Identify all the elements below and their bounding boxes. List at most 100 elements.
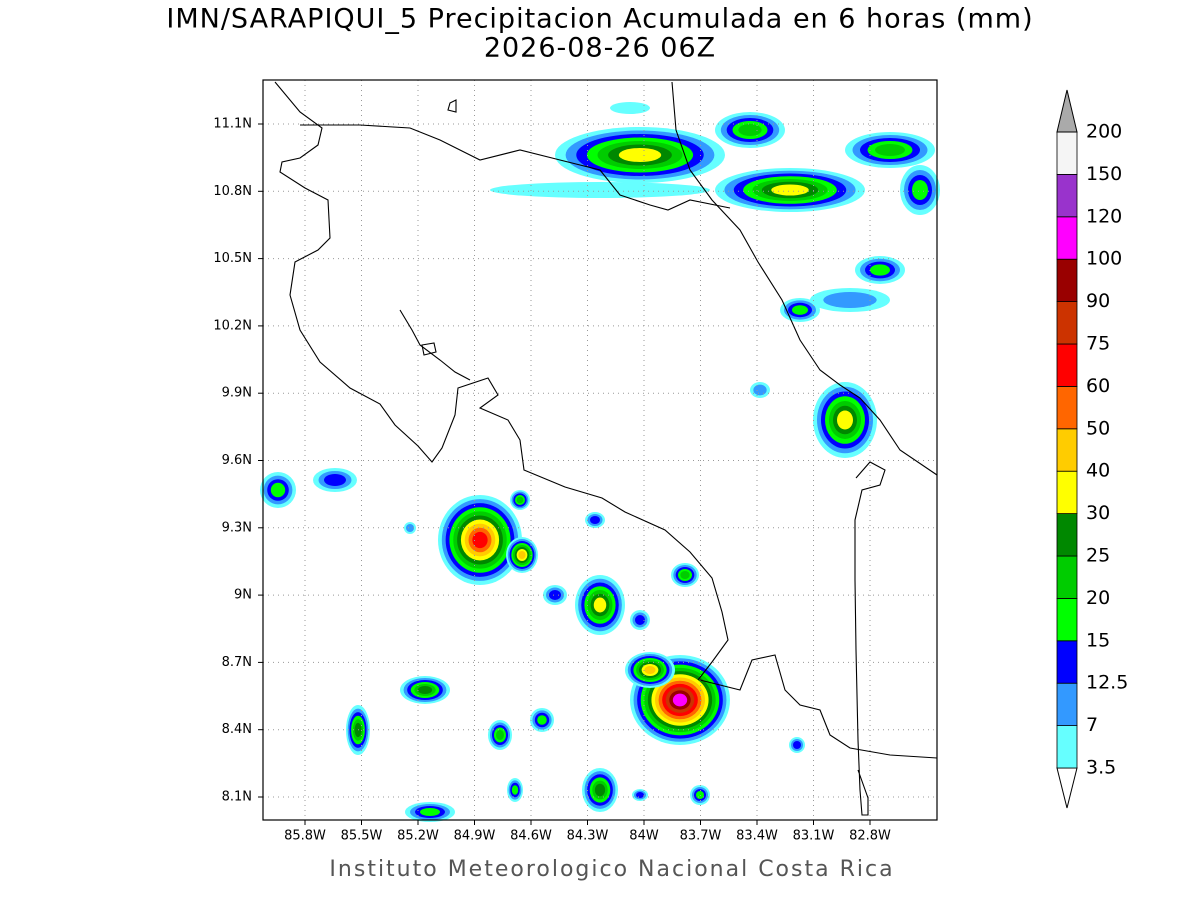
rain-contour: [324, 474, 346, 486]
colorbar-label: 60: [1086, 375, 1110, 397]
rain-contour: [610, 102, 650, 114]
lat-label: 10.5N: [213, 251, 252, 266]
rain-contour: [518, 551, 526, 559]
lon-label: 85.2W: [397, 829, 439, 844]
coast-line: [699, 654, 938, 759]
colorbar-band: [1056, 216, 1078, 260]
colorbar-upper: [1056, 89, 1078, 133]
colorbar-label: 7: [1086, 714, 1098, 736]
rain-contour: [590, 516, 600, 524]
rain-contour: [738, 124, 762, 136]
rain-contour: [635, 615, 645, 625]
axis-labels: 11.1N 10.8N 10.5N 10.2N 9.9N 9.6N 9.3N 9N 8.7N 8.…: [213, 117, 891, 844]
colorbar-label: 150: [1086, 163, 1122, 185]
colorbar-label: 20: [1086, 587, 1110, 609]
coastline: [274, 81, 938, 816]
lat-label: 8.4N: [222, 722, 252, 737]
coast-line: [671, 81, 938, 476]
title: IMN/SARAPIQUI_5 Precipitacion Acumulada …: [166, 4, 1033, 35]
colorbar-label: 100: [1086, 248, 1122, 270]
rain-contour: [593, 597, 607, 613]
lon-label: 83.1W: [793, 829, 835, 844]
colorbar: 3.5 7 12.5 15 20 25 30 40 50 60 75 90 100 120 150 200: [1056, 89, 1128, 809]
lon-label: 85.5W: [341, 829, 383, 844]
rain-contour: [912, 180, 928, 200]
lon-label: 84.6W: [510, 829, 552, 844]
rain-contour: [406, 524, 414, 532]
lat-label: 10.8N: [213, 184, 252, 199]
colorbar-label: 75: [1086, 333, 1110, 355]
rain-contour: [837, 410, 853, 430]
colorbar-band: [1056, 173, 1078, 218]
lon-label: 83.7W: [680, 829, 722, 844]
footer: Instituto Meteorologico Nacional Costa R…: [329, 857, 894, 882]
colorbar-label: 15: [1086, 629, 1110, 651]
grid: [258, 80, 937, 825]
colorbar-band: [1056, 301, 1078, 345]
colorbar-band: [1056, 343, 1078, 387]
rain-contour: [511, 785, 519, 795]
colorbar-label: 200: [1086, 121, 1122, 143]
rain-contour: [472, 531, 488, 549]
lat-label: 8.1N: [222, 790, 252, 805]
rain-contour: [420, 808, 440, 816]
rain-contour: [644, 666, 656, 674]
colorbar-band: [1056, 131, 1078, 175]
colorbar-band: [1056, 640, 1078, 684]
colorbar-label: 120: [1086, 205, 1122, 227]
rain-contour: [672, 693, 688, 707]
colorbar-label: 25: [1086, 545, 1110, 567]
subtitle: 2026-08-26 06Z: [484, 33, 716, 64]
lon-label: 83.4W: [736, 829, 778, 844]
colorbar-band: [1056, 428, 1078, 472]
colorbar-band: [1056, 385, 1078, 430]
coast-line: [421, 342, 437, 356]
colorbar-band: [1056, 555, 1078, 599]
lon-label: 84W: [629, 829, 659, 844]
coast-line: [274, 81, 729, 681]
colorbar-label: 50: [1086, 417, 1110, 439]
colorbar-band: [1056, 725, 1078, 769]
colorbar-label: 30: [1086, 502, 1110, 524]
lon-label: 82.8W: [849, 829, 891, 844]
map-frame: [262, 79, 938, 821]
rain-contour: [549, 590, 561, 600]
rain-contour: [680, 571, 690, 579]
rain-contour: [875, 144, 905, 156]
lat-label: 10.2N: [213, 318, 252, 333]
coast-line: [300, 124, 731, 211]
coast-line: [447, 99, 457, 113]
lat-label: 9.9N: [222, 386, 252, 401]
lat-label: 9.6N: [222, 453, 252, 468]
rain-contour: [618, 148, 662, 162]
coast-line: [854, 461, 886, 816]
rain-contour: [496, 730, 504, 740]
rain-contour: [594, 783, 606, 797]
colorbar-label: 40: [1086, 460, 1110, 482]
rain-contour: [792, 305, 808, 315]
colorbar-label: 90: [1086, 290, 1110, 312]
colorbar-band: [1056, 513, 1078, 557]
rain-contour: [753, 384, 767, 396]
rain-contour: [417, 686, 433, 694]
rain-contour: [793, 741, 801, 749]
lon-label: 85.8W: [284, 829, 326, 844]
colorbar-band: [1056, 598, 1078, 642]
lat-label: 8.7N: [222, 655, 252, 670]
colorbar-band: [1056, 258, 1078, 303]
colorbar-label: 12.5: [1086, 672, 1128, 694]
lon-label: 84.3W: [567, 829, 609, 844]
rain-contour: [823, 292, 877, 308]
precipitation: [260, 102, 940, 822]
rain-contour: [870, 264, 890, 276]
colorbar-band: [1056, 470, 1078, 515]
lat-label: 11.1N: [213, 117, 252, 132]
lat-label: 9N: [234, 588, 252, 603]
rain-contour: [537, 715, 547, 725]
rain-contour: [771, 184, 809, 196]
rain-contour: [636, 792, 644, 798]
lat-label: 9.3N: [222, 520, 252, 535]
rain-contour: [490, 182, 710, 198]
colorbar-label: 3.5: [1086, 757, 1116, 779]
